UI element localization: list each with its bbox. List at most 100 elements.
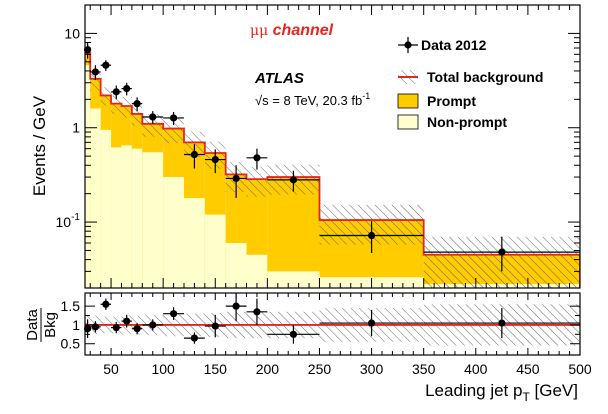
nonprompt-bar: [204, 214, 226, 288]
channel-word: channel: [273, 22, 334, 39]
nonprompt-bar: [184, 197, 205, 288]
legend-data-label: Data 2012: [421, 37, 487, 53]
x-tick-label: 100: [151, 361, 175, 377]
ratio-marker: [149, 321, 157, 329]
x-tick-label: 50: [103, 361, 119, 377]
ratio-point: [184, 332, 205, 344]
data-marker: [84, 46, 92, 54]
data-marker: [190, 150, 199, 159]
ratio-marker: [112, 323, 120, 332]
legend-prompt: Prompt: [397, 93, 476, 109]
data-marker: [133, 100, 141, 108]
ratio-y-tick-label: 0.5: [61, 336, 81, 352]
legend-nonprompt: Non-prompt: [397, 114, 507, 130]
data-marker: [169, 114, 178, 122]
legend-data-marker: [404, 41, 412, 49]
data-marker: [123, 84, 131, 93]
x-tick-label: 500: [568, 361, 592, 377]
nonprompt-bar: [225, 242, 247, 288]
ratio-marker: [232, 302, 240, 310]
data-marker: [91, 68, 100, 76]
ratio-y-title-top: Data: [24, 309, 41, 341]
data-point: [100, 60, 112, 71]
uncertainty-band: [121, 96, 132, 118]
ratio-point: [204, 314, 226, 338]
data-marker: [498, 248, 506, 256]
y-tick-base: 10: [56, 214, 72, 230]
x-tick-label: 300: [360, 361, 384, 377]
y-tick-label: 1: [72, 120, 80, 136]
legend-nonprompt-label: Non-prompt: [427, 114, 507, 130]
ratio-marker: [211, 322, 219, 330]
main-frame: [84, 4, 581, 289]
data-point: [184, 144, 205, 169]
legend: Data 2012 Total background Prompt Non-pr…: [397, 37, 543, 130]
data-point: [131, 97, 143, 112]
ratio-marker: [498, 319, 506, 327]
ratio-y-tick-label: 1.5: [61, 298, 81, 314]
x-title-main: Leading jet p: [425, 381, 522, 400]
x-tick-label: 200: [256, 361, 280, 377]
data-point: [90, 65, 101, 81]
main-plot-area: [85, 5, 580, 288]
ratio-marker: [253, 308, 261, 316]
nonprompt-bar: [121, 145, 132, 288]
ratio-marker: [289, 330, 298, 338]
y-tick-base: 10: [64, 25, 80, 41]
x-axis-title: Leading jet pT [GeV]: [425, 381, 578, 404]
ratio-marker: [367, 319, 376, 327]
y-tick-label: 10-1: [56, 212, 81, 230]
legend-total-label: Total background: [427, 69, 543, 85]
ratio-point: [225, 293, 247, 322]
data-marker: [289, 176, 298, 184]
ratio-y-axis-title: Data Bkg: [24, 308, 59, 342]
ratio-marker: [84, 325, 92, 333]
nonprompt-bar: [267, 271, 320, 288]
data-point: [204, 149, 226, 174]
data-point: [142, 111, 164, 124]
ratio-plot-area: [85, 293, 580, 355]
uncertainty-band: [90, 69, 101, 91]
ratio-point: [423, 308, 580, 339]
x-tick-label: 400: [464, 361, 488, 377]
atlas-label: ATLAS: [254, 70, 304, 87]
total-background-line: [85, 52, 580, 288]
data-marker: [149, 113, 157, 121]
energy-exp: -1: [362, 91, 370, 101]
ratio-point: [142, 319, 164, 331]
nonprompt-bar: [131, 148, 143, 288]
ratio-point: [111, 321, 122, 334]
data-point: [163, 111, 184, 125]
ratio-marker: [91, 323, 100, 331]
uncertainty-band: [142, 114, 164, 137]
channel-symbol: μμ: [250, 23, 268, 39]
nonprompt-bar: [100, 129, 112, 288]
legend-total: Total background: [398, 69, 543, 85]
legend-prompt-swatch: [397, 93, 419, 109]
x-tick-label: 150: [204, 361, 228, 377]
energy-label: √s = 8 TeV, 20.3 fb-1: [255, 91, 370, 108]
data-point: [319, 221, 424, 253]
y-tick-exp: -1: [71, 212, 80, 223]
data-marker: [112, 88, 120, 96]
ratio-marker: [190, 334, 199, 342]
data-marker: [253, 154, 261, 162]
ratio-marker: [169, 310, 178, 318]
data-point: [267, 170, 320, 192]
energy-text: √s = 8 TeV, 20.3 fb: [255, 93, 362, 108]
axis-ticks: 50 100 150 200 250 300 350 400 450 50010110-11.51…: [56, 4, 592, 377]
ratio-point: [267, 324, 320, 344]
y-tick-label: 10: [64, 25, 80, 41]
ratio-point: [319, 309, 424, 337]
ratio-point: [163, 307, 184, 321]
x-tick-label: 250: [308, 361, 332, 377]
data-marker: [211, 155, 219, 164]
nonprompt-bar: [111, 147, 122, 288]
nonprompt-bar: [90, 108, 101, 288]
ratio-marker: [133, 325, 141, 333]
data-point: [111, 85, 122, 100]
ratio-y-title-bottom: Bkg: [42, 312, 59, 338]
x-tick-label: 450: [516, 361, 540, 377]
ratio-point: [84, 319, 92, 339]
